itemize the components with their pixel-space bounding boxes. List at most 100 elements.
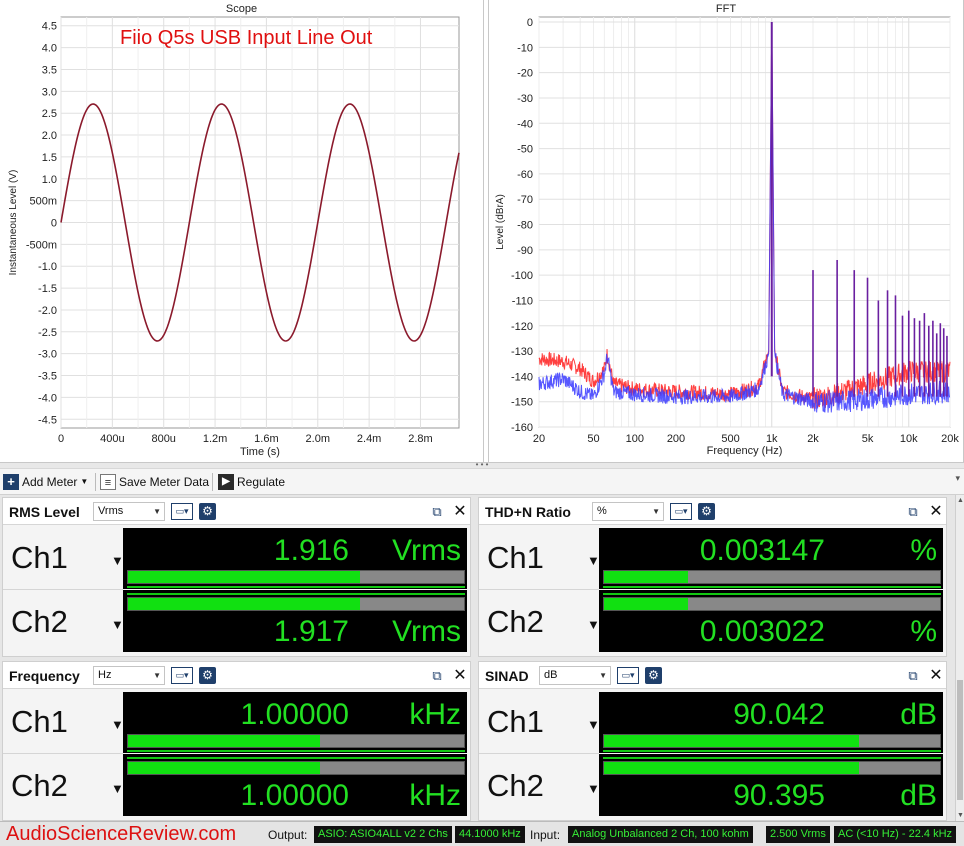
input-device-chip[interactable]: Analog Unbalanced 2 Ch, 100 kohm <box>568 826 753 843</box>
ch2-label: Ch2 <box>11 768 68 803</box>
scope-y-tick: 3.0 <box>42 86 57 98</box>
scope-y-tick: 4.0 <box>42 43 57 55</box>
ch1-unit: % <box>910 534 937 567</box>
ch1-unit: Vrms <box>392 534 461 567</box>
ch2-unit: dB <box>900 779 937 812</box>
scroll-down-icon[interactable]: ▼ <box>957 812 964 819</box>
fft-y-tick: -80 <box>517 220 533 232</box>
graph-icon[interactable]: ▭▾ <box>171 667 193 684</box>
ch2-level-bar <box>127 597 465 611</box>
output-device-chip[interactable]: ASIO: ASIO4ALL v2 2 Chs <box>314 826 452 843</box>
ch1-dropdown-icon[interactable]: ▼ <box>587 717 600 732</box>
gear-icon[interactable]: ⚙ <box>199 667 216 684</box>
gear-icon[interactable]: ⚙ <box>199 503 216 520</box>
fft-chart[interactable]: 0 -10 -20 -30 -40 -50 -60 -70 -80 -90 -100 -110 -120… <box>489 0 964 462</box>
unit-select[interactable]: Hz ▼ <box>93 666 165 685</box>
meter-title: THD+N Ratio <box>485 504 571 520</box>
ch2-label: Ch2 <box>11 604 68 639</box>
plus-icon: + <box>3 474 19 490</box>
output-label: Output: <box>268 828 308 842</box>
output-rate-chip[interactable]: 44.1000 kHz <box>455 826 525 843</box>
popout-icon[interactable]: ⧉ <box>908 668 918 683</box>
fft-y-tick: -90 <box>517 245 533 257</box>
close-icon[interactable]: ✕ <box>453 667 467 684</box>
ch2-dropdown-icon[interactable]: ▼ <box>111 617 124 632</box>
input-range-chip[interactable]: 2.500 Vrms <box>766 826 830 843</box>
close-icon[interactable]: ✕ <box>929 503 943 520</box>
scope-y-tick: -3.0 <box>38 349 57 361</box>
graph-icon[interactable]: ▭▾ <box>171 503 193 520</box>
fft-y-tick: -60 <box>517 169 533 181</box>
scope-y-tick: 4.5 <box>42 21 57 33</box>
scope-x-tick: 2.4m <box>357 433 381 445</box>
toolbar-overflow-icon[interactable]: ▾ <box>955 473 960 483</box>
ch2-value: 1.00000 <box>240 779 349 812</box>
fft-x-tick: 2k <box>807 433 819 445</box>
toolbar-divider <box>95 473 96 491</box>
ch1-dropdown-icon[interactable]: ▼ <box>111 717 124 732</box>
popout-icon[interactable]: ⧉ <box>908 504 918 519</box>
scope-x-tick: 800u <box>151 433 175 445</box>
ch1-dropdown-icon[interactable]: ▼ <box>111 553 124 568</box>
fft-y-tick: -110 <box>512 295 533 307</box>
unit-select[interactable]: % ▼ <box>592 502 664 521</box>
popout-icon[interactable]: ⧉ <box>432 504 442 519</box>
channel-divider <box>3 753 123 754</box>
scroll-up-icon[interactable]: ▲ <box>957 497 964 504</box>
ch2-level-line <box>603 593 941 595</box>
toolbar-divider <box>212 473 213 491</box>
scope-x-tick: 400u <box>100 433 124 445</box>
fft-x-tick: 50 <box>587 433 599 445</box>
graph-icon[interactable]: ▭▾ <box>670 503 692 520</box>
ch1-readout: 1.00000 kHz <box>123 695 467 733</box>
save-data-icon: ≡ <box>100 474 116 490</box>
add-meter-button[interactable]: + Add Meter ▼ <box>3 473 88 491</box>
ch1-value: 1.916 <box>273 534 349 567</box>
fft-panel: FFT 0 -10 -20 -30 -40 -50 -60 -70 -80 -90 -100 -110… <box>488 0 964 462</box>
meter-thd: THD+N Ratio % ▼ ▭▾ ⚙ ⧉ ✕ Ch1 ▼ Ch2 ▼ 0.0… <box>478 497 947 657</box>
scope-y-tick: 2.0 <box>42 130 57 142</box>
scope-chart[interactable]: 4.5 4.0 3.5 3.0 2.5 2.0 1.5 1.0 500m 0 -500m -1.0 -1… <box>0 0 484 462</box>
ch1-value: 90.042 <box>733 698 825 731</box>
fft-y-tick: -140 <box>511 371 533 383</box>
scrollbar-thumb[interactable] <box>957 680 963 800</box>
ch2-level-bar <box>603 597 941 611</box>
ch1-dropdown-icon[interactable]: ▼ <box>587 553 600 568</box>
scope-y-tick: 1.0 <box>42 174 57 186</box>
panel-splitter[interactable]: • • • <box>0 461 964 469</box>
regulate-button[interactable]: ▶ Regulate <box>218 473 285 491</box>
scope-x-tick: 2.0m <box>306 433 330 445</box>
unit-select[interactable]: Vrms ▼ <box>93 502 165 521</box>
fft-x-tick: 100 <box>626 433 644 445</box>
ch2-dropdown-icon[interactable]: ▼ <box>111 781 124 796</box>
graph-icon[interactable]: ▭▾ <box>617 667 639 684</box>
fft-y-tick: -150 <box>511 397 533 409</box>
unit-select[interactable]: dB ▼ <box>539 666 611 685</box>
meters-scrollbar[interactable]: ▲ ▼ <box>955 495 964 821</box>
save-meter-data-button[interactable]: ≡ Save Meter Data <box>100 473 209 491</box>
meter-header: THD+N Ratio % ▼ ▭▾ ⚙ ⧉ ✕ <box>479 498 946 525</box>
scope-y-tick: 0 <box>51 218 57 230</box>
ch1-level-fill <box>604 735 860 747</box>
ch1-readout: 0.003147 % <box>599 531 943 569</box>
gear-icon[interactable]: ⚙ <box>698 503 715 520</box>
meter-header: Frequency Hz ▼ ▭▾ ⚙ ⧉ ✕ <box>3 662 470 689</box>
ch1-value: 0.003147 <box>699 534 825 567</box>
unit-select-value: % <box>597 505 607 517</box>
chevron-down-icon: ▼ <box>153 671 161 680</box>
scope-y-tick: 2.5 <box>42 108 57 120</box>
gear-icon[interactable]: ⚙ <box>645 667 662 684</box>
fft-x-tick: 20k <box>941 433 959 445</box>
ch1-level-line <box>603 750 941 752</box>
meter-header: RMS Level Vrms ▼ ▭▾ ⚙ ⧉ ✕ <box>3 498 470 525</box>
ch1-label: Ch1 <box>11 704 68 739</box>
input-filter-chip[interactable]: AC (<10 Hz) - 22.4 kHz <box>834 826 957 843</box>
popout-icon[interactable]: ⧉ <box>432 668 442 683</box>
ch2-dropdown-icon[interactable]: ▼ <box>587 781 600 796</box>
channel-divider <box>479 589 599 590</box>
ch2-level-fill <box>604 598 688 610</box>
ch2-dropdown-icon[interactable]: ▼ <box>587 617 600 632</box>
ch1-level-bar <box>127 570 465 584</box>
close-icon[interactable]: ✕ <box>929 667 943 684</box>
close-icon[interactable]: ✕ <box>453 503 467 520</box>
